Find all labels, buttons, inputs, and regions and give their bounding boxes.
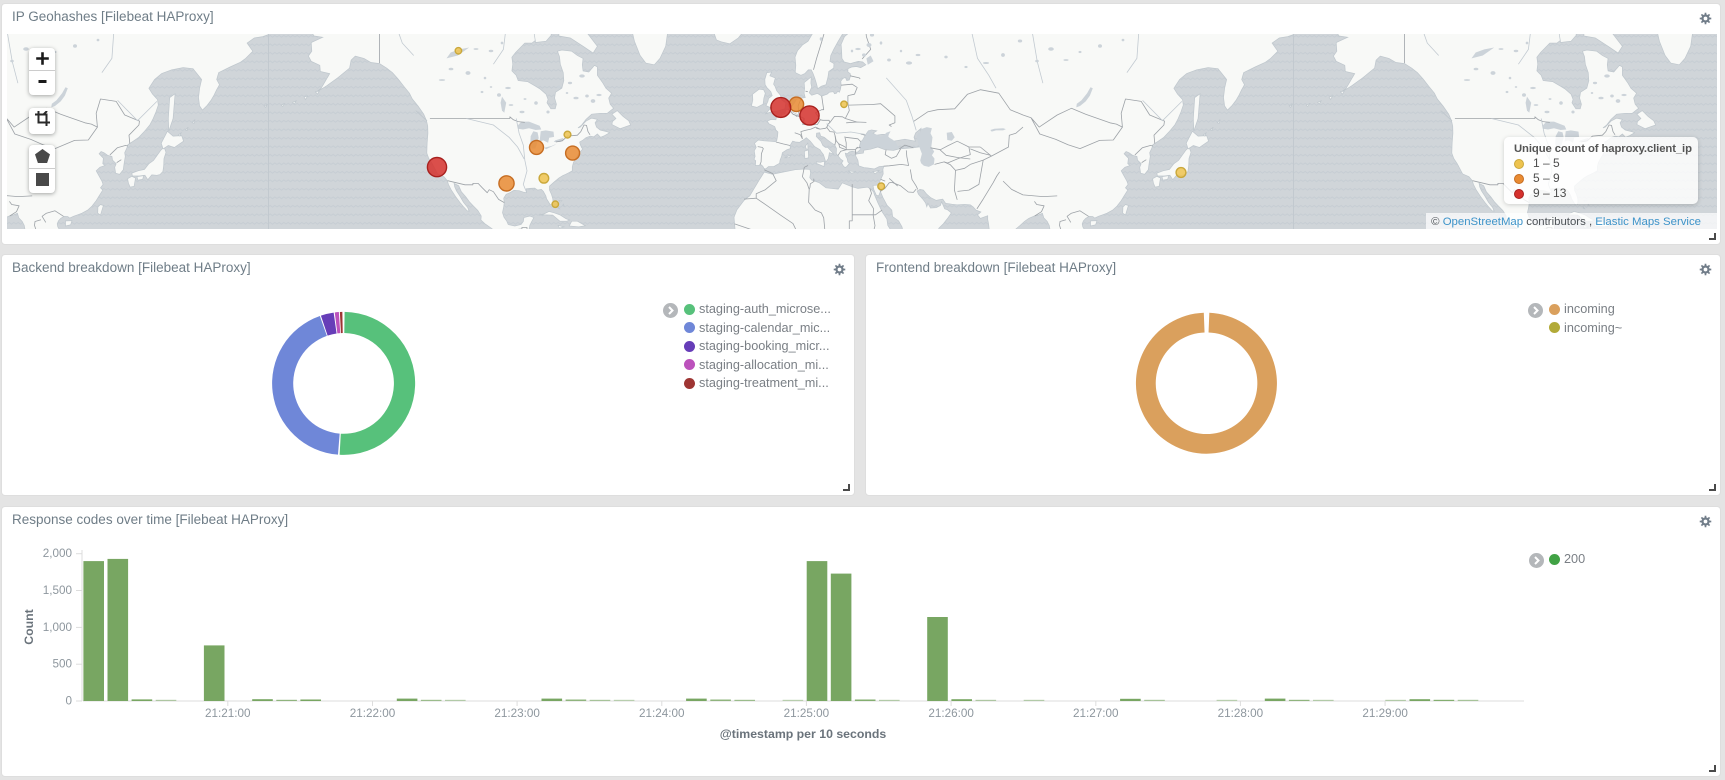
svg-text:21:25:00: 21:25:00 xyxy=(784,707,830,720)
svg-text:1,000: 1,000 xyxy=(43,621,73,634)
svg-text:@timestamp per 10 seconds: @timestamp per 10 seconds xyxy=(720,727,887,741)
svg-text:21:26:00: 21:26:00 xyxy=(928,707,974,720)
svg-text:21:22:00: 21:22:00 xyxy=(350,707,396,720)
svg-text:21:27:00: 21:27:00 xyxy=(1073,707,1119,720)
svg-text:21:29:00: 21:29:00 xyxy=(1362,707,1408,720)
svg-text:21:23:00: 21:23:00 xyxy=(494,707,540,720)
svg-text:1,500: 1,500 xyxy=(43,584,73,597)
svg-text:21:21:00: 21:21:00 xyxy=(205,707,251,720)
svg-text:21:24:00: 21:24:00 xyxy=(639,707,685,720)
svg-text:© OpenStreetMap contributors ,: © OpenStreetMap contributors , Elastic M… xyxy=(1431,216,1701,228)
svg-text:0: 0 xyxy=(65,695,72,708)
svg-text:2,000: 2,000 xyxy=(43,547,73,560)
svg-text:21:28:00: 21:28:00 xyxy=(1218,707,1264,720)
svg-text:500: 500 xyxy=(52,658,72,671)
svg-text:Count: Count xyxy=(22,609,36,645)
